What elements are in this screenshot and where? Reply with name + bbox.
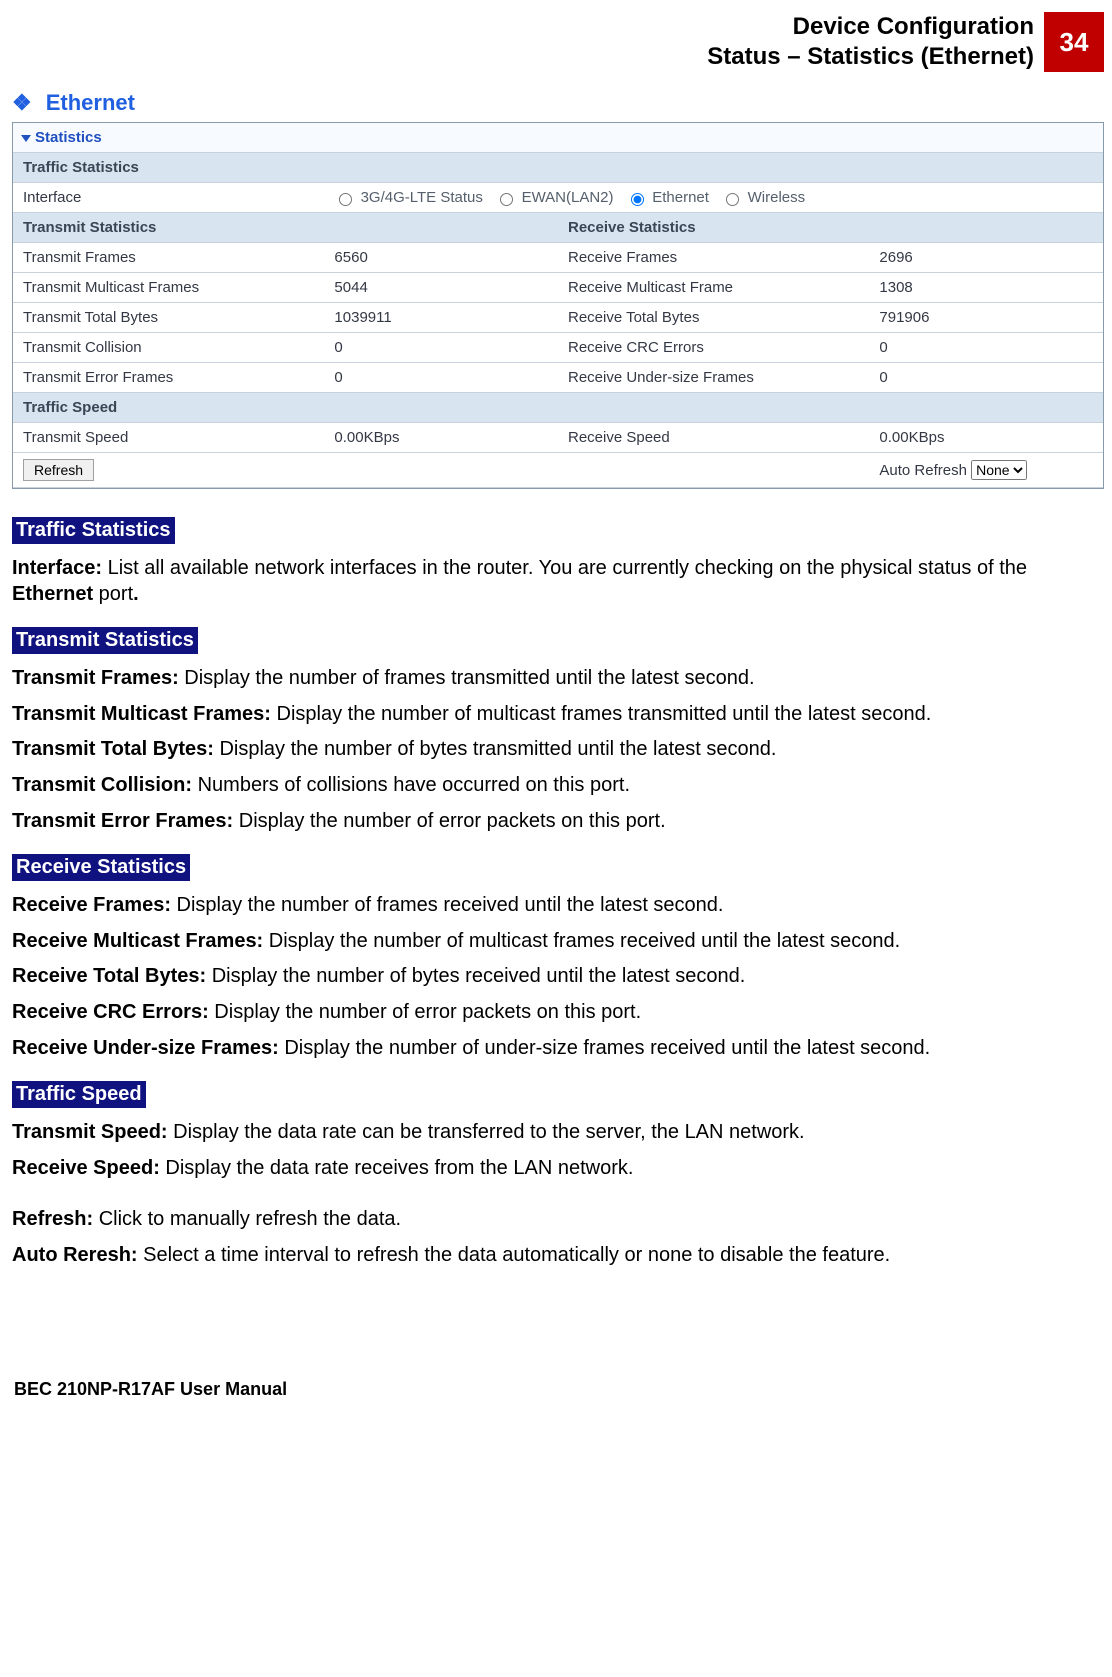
tx-err-label: Transmit Error Frames [13, 363, 324, 393]
rx-crc-label: Receive CRC Errors [558, 333, 869, 363]
auto-refresh-label: Auto Refresh [879, 462, 967, 479]
tx-bytes-label: Transmit Total Bytes [13, 303, 324, 333]
doc-rx-crc: Receive CRC Errors: Display the number o… [12, 1000, 1104, 1026]
rx-frames-label: Receive Frames [558, 243, 869, 273]
header-title-2: Status – Statistics (Ethernet) [707, 42, 1034, 72]
doc-h-speed: Traffic Speed [12, 1081, 146, 1108]
rx-stats-header: Receive Statistics [558, 213, 1103, 243]
tx-err-value: 0 [324, 363, 558, 393]
iface-ewan[interactable]: EWAN(LAN2) [495, 189, 613, 206]
doc-auto: Auto Reresh: Select a time interval to r… [12, 1243, 1104, 1269]
section-lead: ❖ Ethernet [12, 90, 1104, 116]
triangle-down-icon [21, 135, 31, 142]
diamond-icon: ❖ [12, 90, 32, 116]
tx-mcast-label: Transmit Multicast Frames [13, 273, 324, 303]
tx-bytes-value: 1039911 [324, 303, 558, 333]
rx-und-label: Receive Under-size Frames [558, 363, 869, 393]
auto-refresh-select[interactable]: None [971, 460, 1027, 480]
doc-h-tx: Transmit Statistics [12, 627, 198, 654]
rx-mcast-label: Receive Multicast Frame [558, 273, 869, 303]
rx-bytes-label: Receive Total Bytes [558, 303, 869, 333]
header-titles: Device Configuration Status – Statistics… [707, 12, 1044, 72]
rx-frames-value: 2696 [869, 243, 1103, 273]
rx-bytes-value: 791906 [869, 303, 1103, 333]
interface-options: 3G/4G-LTE Status EWAN(LAN2) Ethernet Wir… [324, 183, 1103, 213]
tx-coll-value: 0 [324, 333, 558, 363]
refresh-button[interactable]: Refresh [23, 459, 94, 481]
iface-3g4g-radio[interactable] [339, 193, 352, 206]
tx-mcast-value: 5044 [324, 273, 558, 303]
doc-h-traffic: Traffic Statistics [12, 517, 175, 544]
doc-rx-mcast: Receive Multicast Frames: Display the nu… [12, 929, 1104, 955]
doc-tx-coll: Transmit Collision: Numbers of collision… [12, 773, 1104, 799]
iface-ewan-radio[interactable] [500, 193, 513, 206]
doc-sp-tx: Transmit Speed: Display the data rate ca… [12, 1120, 1104, 1146]
panel-title: Statistics [13, 123, 1103, 153]
rx-crc-value: 0 [869, 333, 1103, 363]
doc-tx-mcast: Transmit Multicast Frames: Display the n… [12, 702, 1104, 728]
section-lead-text: Ethernet [46, 90, 135, 115]
doc-tx-err: Transmit Error Frames: Display the numbe… [12, 809, 1104, 835]
rx-und-value: 0 [869, 363, 1103, 393]
rx-speed-value: 0.00KBps [869, 423, 1103, 453]
doc-h-rx: Receive Statistics [12, 854, 190, 881]
doc-rx-und: Receive Under-size Frames: Display the n… [12, 1036, 1104, 1062]
page-header: Device Configuration Status – Statistics… [12, 12, 1104, 72]
iface-ethernet[interactable]: Ethernet [626, 189, 709, 206]
statistics-panel: Statistics Traffic Statistics Interface … [12, 122, 1104, 489]
traffic-speed-header: Traffic Speed [13, 393, 1103, 423]
doc-tx-frames: Transmit Frames: Display the number of f… [12, 666, 1104, 692]
doc-sp-rx: Receive Speed: Display the data rate rec… [12, 1156, 1104, 1182]
iface-wireless-radio[interactable] [726, 193, 739, 206]
doc-refresh: Refresh: Click to manually refresh the d… [12, 1207, 1104, 1233]
doc-rx-frames: Receive Frames: Display the number of fr… [12, 893, 1104, 919]
tx-speed-value: 0.00KBps [324, 423, 558, 453]
iface-3g4g[interactable]: 3G/4G-LTE Status [334, 189, 482, 206]
panel-title-text: Statistics [35, 129, 102, 146]
doc-interface: Interface: List all available network in… [12, 556, 1104, 607]
tx-stats-header: Transmit Statistics [13, 213, 558, 243]
interface-label: Interface [13, 183, 324, 213]
stats-table: Traffic Statistics Interface 3G/4G-LTE S… [13, 153, 1103, 488]
iface-ethernet-radio[interactable] [631, 193, 644, 206]
iface-wireless[interactable]: Wireless [721, 189, 805, 206]
tx-speed-label: Transmit Speed [13, 423, 324, 453]
doc-tx-bytes: Transmit Total Bytes: Display the number… [12, 737, 1104, 763]
page-number-badge: 34 [1044, 12, 1104, 72]
tx-frames-label: Transmit Frames [13, 243, 324, 273]
rx-mcast-value: 1308 [869, 273, 1103, 303]
doc-rx-bytes: Receive Total Bytes: Display the number … [12, 964, 1104, 990]
tx-coll-label: Transmit Collision [13, 333, 324, 363]
header-title-1: Device Configuration [707, 12, 1034, 42]
tx-frames-value: 6560 [324, 243, 558, 273]
traffic-stats-header: Traffic Statistics [13, 153, 1103, 183]
rx-speed-label: Receive Speed [558, 423, 869, 453]
footer-text: BEC 210NP-R17AF User Manual [12, 1379, 1104, 1400]
